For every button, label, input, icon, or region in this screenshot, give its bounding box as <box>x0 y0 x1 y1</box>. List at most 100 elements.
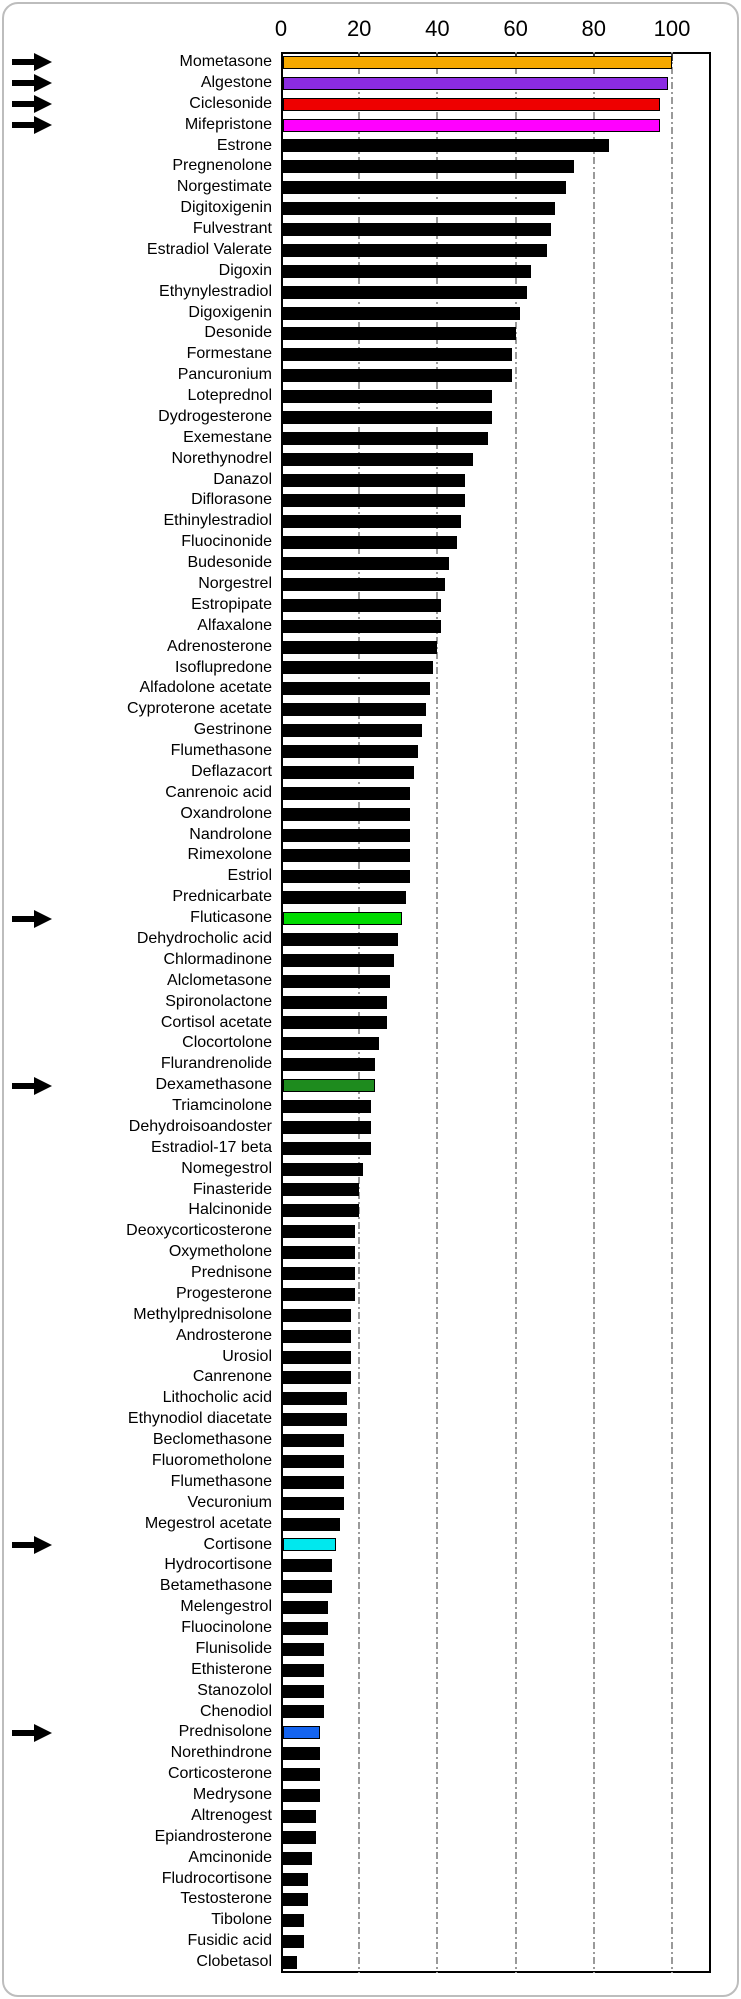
bar-label: Estropipate <box>191 595 272 613</box>
bar-label: Vecuronium <box>187 1493 273 1511</box>
bar-label: Progesterone <box>175 1284 272 1302</box>
bar-label: Fludrocortisone <box>161 1869 272 1887</box>
arrow-icon <box>12 115 52 140</box>
bar <box>283 1538 336 1552</box>
bar-label: Betamethasone <box>159 1577 272 1595</box>
bar <box>283 222 551 236</box>
bar-label: Lithocholic acid <box>162 1389 272 1407</box>
bar <box>283 744 418 758</box>
bar <box>283 1830 317 1844</box>
bar-label: Medrysone <box>192 1786 272 1804</box>
bar <box>283 431 489 445</box>
bar <box>283 369 512 383</box>
bar-label: Norgestimate <box>176 178 272 196</box>
bar <box>283 577 446 591</box>
arrow-icon <box>12 909 52 934</box>
bar-label: Algestone <box>200 73 272 91</box>
bar <box>283 870 411 884</box>
bar <box>283 139 610 153</box>
bar-label: Halcinonide <box>188 1201 272 1219</box>
bar-label: Estriol <box>227 867 272 885</box>
bar-label: Ethisterone <box>191 1660 272 1678</box>
bar <box>283 1454 344 1468</box>
bar-label: Mometasone <box>179 53 273 70</box>
bar <box>283 1496 344 1510</box>
bar-label: Ethynodiol diacetate <box>127 1410 272 1428</box>
bar-label: Dehydrocholic acid <box>136 929 272 947</box>
bar-label: Fluorometholone <box>151 1451 272 1469</box>
bar-label: Clobetasol <box>196 1953 272 1971</box>
bar <box>283 1371 352 1385</box>
bar <box>283 327 516 341</box>
bar-label: Fulvestrant <box>192 220 272 238</box>
bar <box>283 1392 348 1406</box>
bar <box>283 1580 332 1594</box>
bar <box>283 97 661 111</box>
bar <box>283 786 411 800</box>
bar <box>283 410 493 424</box>
bar <box>283 1475 344 1489</box>
bar-label: Chenodiol <box>199 1702 272 1720</box>
bar-label: Epiandrosterone <box>154 1827 272 1845</box>
bar <box>283 202 555 216</box>
bar <box>283 1601 328 1615</box>
bar-label: Formestane <box>186 345 272 363</box>
bar <box>283 473 465 487</box>
bar <box>283 1914 305 1928</box>
bar <box>283 1099 371 1113</box>
bar <box>283 306 520 320</box>
bar-label: Adrenosterone <box>167 637 272 655</box>
bar-label: Flumethasone <box>170 742 272 760</box>
bar <box>283 640 438 654</box>
bar <box>283 285 528 299</box>
bar-label: Fluticasone <box>190 909 272 927</box>
bar-label: Clocortolone <box>182 1034 272 1052</box>
bar <box>283 849 411 863</box>
x-axis-tick-label: 40 <box>425 16 450 41</box>
bar <box>283 264 532 278</box>
bar <box>283 953 395 967</box>
bar <box>283 181 567 195</box>
gridline <box>592 52 595 1973</box>
bar-label: Amcinonide <box>188 1848 272 1866</box>
bar-label: Cortisone <box>203 1535 272 1553</box>
bar-label: Fluocinonide <box>181 533 272 551</box>
bar-label: Norethynodrel <box>171 449 273 467</box>
x-axis-tick-mark <box>671 53 673 61</box>
bar <box>283 619 442 633</box>
bar <box>283 1434 344 1448</box>
bar <box>283 390 493 404</box>
bar-label: Deflazacort <box>191 762 272 780</box>
bar-label: Isoflupredone <box>175 658 272 676</box>
bar-label: Ethynylestradiol <box>159 282 272 300</box>
bar <box>283 557 450 571</box>
bar <box>283 1621 328 1635</box>
bar <box>283 703 426 717</box>
arrow-icon <box>12 1076 52 1101</box>
bar-label: Androsterone <box>175 1326 272 1344</box>
bar-label: Spironolactone <box>165 992 272 1010</box>
bar-label: Urosiol <box>222 1347 272 1365</box>
bar <box>283 1162 364 1176</box>
bar-label: Nomegestrol <box>181 1159 272 1177</box>
bar-label: Altrenogest <box>191 1806 272 1824</box>
bar-label: Diflorasone <box>191 491 272 509</box>
bar-label: Corticosterone <box>167 1765 272 1783</box>
bar-label: Pregnenolone <box>172 157 272 175</box>
bar <box>283 1350 352 1364</box>
bar <box>283 1308 352 1322</box>
bar <box>283 1413 348 1427</box>
arrow-icon <box>12 1535 52 1560</box>
bar <box>283 1329 352 1343</box>
bar-label: Ethinylestradiol <box>163 512 273 530</box>
bar <box>283 828 411 842</box>
bar-label: Cortisol acetate <box>160 1013 272 1031</box>
bar <box>283 1705 324 1719</box>
bar-label: Tibolone <box>211 1911 272 1929</box>
bar-label: Flumethasone <box>170 1472 272 1490</box>
bar <box>283 1809 317 1823</box>
bar <box>283 1517 340 1531</box>
bar-label: Mifepristone <box>184 115 272 133</box>
bar-label: Loteprednol <box>187 387 272 405</box>
